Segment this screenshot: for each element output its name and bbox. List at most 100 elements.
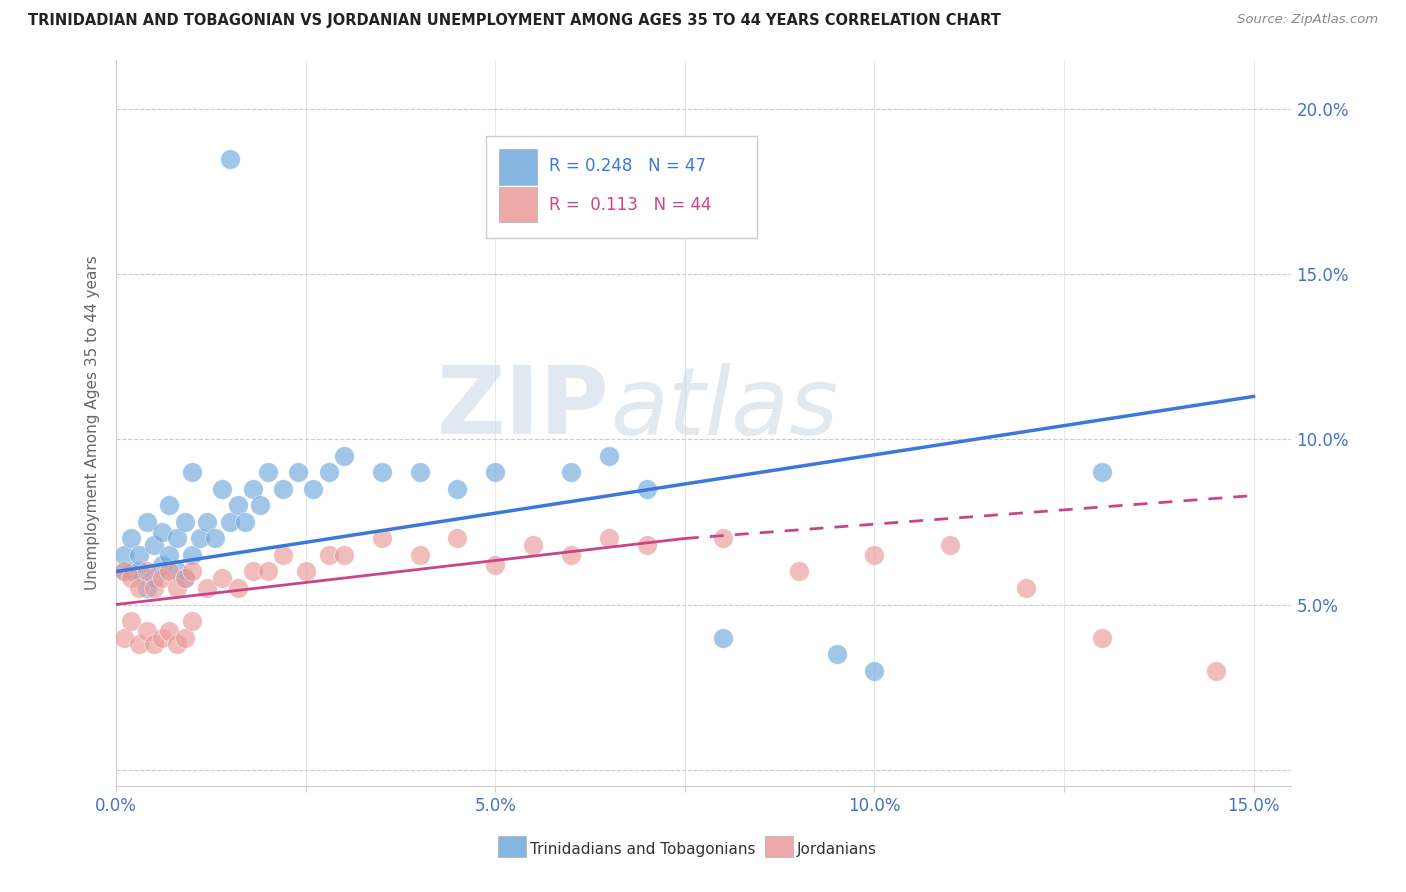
Y-axis label: Unemployment Among Ages 35 to 44 years: Unemployment Among Ages 35 to 44 years (86, 255, 100, 591)
Point (135, 565, 157, 579)
Point (120, 571, 142, 585)
Point (1205, 664, 1227, 678)
Point (318, 466, 340, 480)
Point (143, 538, 166, 552)
Point (242, 565, 264, 579)
Point (204, 532, 226, 546)
Point (242, 482, 264, 496)
Point (598, 449, 620, 463)
Point (287, 466, 309, 480)
Text: TRINIDADIAN AND TOBAGONIAN VS JORDANIAN UNEMPLOYMENT AMONG AGES 35 TO 44 YEARS C: TRINIDADIAN AND TOBAGONIAN VS JORDANIAN … (28, 13, 1001, 29)
Point (318, 548, 340, 562)
Point (446, 532, 468, 546)
Text: R = 0.248   N = 47: R = 0.248 N = 47 (548, 157, 706, 176)
Point (120, 532, 142, 546)
Point (408, 466, 430, 480)
Point (157, 624, 180, 638)
Point (157, 565, 180, 579)
Point (226, 581, 249, 595)
Point (219, 152, 242, 166)
Point (166, 581, 188, 595)
Point (370, 466, 392, 480)
Point (181, 565, 204, 579)
Point (135, 624, 157, 638)
Point (332, 548, 354, 562)
Point (120, 614, 142, 628)
Point (181, 614, 204, 628)
Point (166, 565, 188, 579)
Point (863, 548, 886, 562)
Point (195, 515, 218, 529)
Point (173, 571, 195, 585)
Point (1015, 581, 1038, 595)
Point (522, 538, 544, 552)
Point (166, 532, 188, 546)
Text: Trinidadians and Tobagonians: Trinidadians and Tobagonians (530, 842, 755, 856)
Point (295, 565, 318, 579)
Point (150, 571, 173, 585)
Point (150, 558, 173, 572)
Point (825, 647, 848, 661)
Point (157, 499, 180, 513)
Point (211, 571, 233, 585)
Point (257, 565, 280, 579)
Point (181, 548, 204, 562)
Point (484, 466, 506, 480)
Point (150, 631, 173, 645)
Text: Source: ZipAtlas.com: Source: ZipAtlas.com (1237, 13, 1378, 27)
Point (112, 631, 135, 645)
Point (598, 532, 620, 546)
Text: R =  0.113   N = 44: R = 0.113 N = 44 (548, 196, 711, 214)
Point (195, 581, 218, 595)
Point (787, 565, 810, 579)
Point (711, 532, 734, 546)
Text: ZIP: ZIP (437, 362, 610, 454)
Point (211, 482, 233, 496)
Point (143, 571, 166, 585)
Point (560, 466, 582, 480)
Text: atlas: atlas (610, 363, 838, 454)
Point (112, 548, 135, 562)
Point (408, 548, 430, 562)
FancyBboxPatch shape (499, 186, 537, 222)
Point (188, 532, 211, 546)
Point (112, 565, 135, 579)
Point (249, 499, 271, 513)
Point (711, 631, 734, 645)
Point (120, 565, 142, 579)
Point (157, 548, 180, 562)
Point (939, 538, 962, 552)
Point (143, 581, 166, 595)
Point (166, 637, 188, 651)
Point (636, 538, 658, 552)
Point (1091, 466, 1114, 480)
Point (226, 499, 249, 513)
FancyBboxPatch shape (499, 149, 537, 185)
Point (302, 482, 325, 496)
Point (173, 571, 195, 585)
Point (128, 565, 150, 579)
Point (271, 482, 294, 496)
Point (128, 581, 150, 595)
Point (135, 515, 157, 529)
FancyBboxPatch shape (486, 136, 756, 237)
Point (173, 515, 195, 529)
Point (143, 637, 166, 651)
Point (128, 637, 150, 651)
Point (219, 515, 242, 529)
Point (135, 581, 157, 595)
Text: Jordanians: Jordanians (797, 842, 877, 856)
Point (636, 482, 658, 496)
Point (271, 548, 294, 562)
Point (484, 558, 506, 572)
Point (560, 548, 582, 562)
Point (181, 466, 204, 480)
Point (332, 449, 354, 463)
Point (128, 548, 150, 562)
Point (1091, 631, 1114, 645)
Point (150, 524, 173, 539)
Point (233, 515, 256, 529)
Point (446, 482, 468, 496)
Point (863, 664, 886, 678)
Point (370, 532, 392, 546)
